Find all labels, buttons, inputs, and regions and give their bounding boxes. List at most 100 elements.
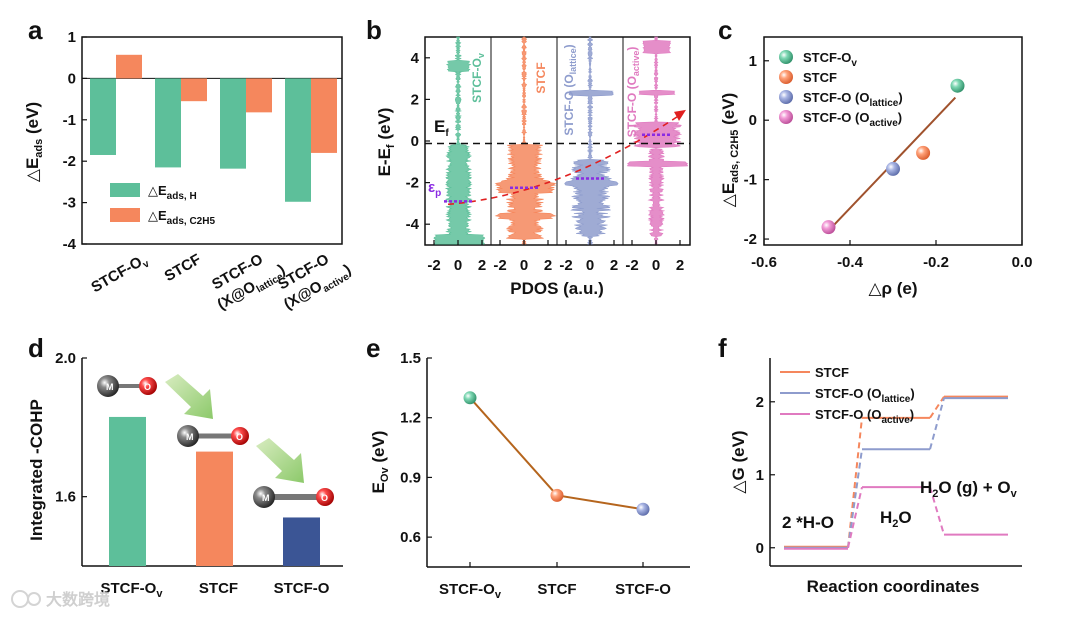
panel-d-ytick: 2.0 [55, 350, 76, 367]
scatter-point-2 [886, 161, 900, 176]
metal-atom-icon [97, 375, 119, 397]
panel-b-xtick: 2 [676, 257, 684, 274]
molecule-stcf-ov: M O [97, 375, 157, 397]
panel-f-ytick: 2 [756, 394, 764, 411]
legend-c-marker-stcf [779, 70, 793, 84]
legend-c-label-stcf: STCF [803, 70, 837, 85]
panel-e-ylabel: EOv (eV) [369, 431, 391, 494]
bar-d-0 [109, 416, 146, 566]
pdos-label-stcf-ov: STCF-Ov [470, 53, 486, 103]
panel-a-ytick: 1 [68, 29, 76, 46]
pdos-label-stcf-o-active: STCF-O (Oactive) [625, 47, 641, 138]
panel-b-xtick: 0 [520, 257, 528, 274]
panel-b-xlabel: PDOS (a.u.) [510, 279, 604, 298]
eov-point-2 [636, 502, 650, 516]
svg-text:O: O [321, 493, 328, 503]
panel-a-ytick: 0 [68, 70, 76, 87]
state-label-middle: H2O [880, 508, 912, 530]
panel-e-ytick: 1.2 [400, 410, 421, 427]
energy-connector-0-1 [847, 417, 863, 548]
scatter-point-0 [950, 78, 965, 93]
scatter-point-3 [821, 220, 836, 235]
legend-a-label-h: △Eads, H [148, 183, 197, 202]
legend-a-label-c2h5: △Eads, C2H5 [148, 208, 215, 227]
panel-f-ylabel: △G (eV) [729, 430, 748, 493]
energy-connector-2-1 [847, 486, 863, 548]
panel-c-ytick: -1 [744, 172, 757, 189]
legend-c-label-stcf-o-active: STCF-O (Oactive) [803, 110, 902, 129]
panel-a-xtick-1: STCF [162, 251, 204, 285]
panel-a-frame [81, 36, 343, 245]
panel-a-ytick: -1 [63, 112, 76, 129]
panel-c-scatter: 1 0 -1 -2 -0.6 -0.4 -0.2 0.0 △ρ (e) △Eads, C2H5… [719, 36, 1032, 298]
panel-a-ylabel: △Eads (eV) [23, 102, 45, 182]
panel-b-xtick: 2 [478, 257, 486, 274]
panel-e-ytick: 0.9 [400, 469, 421, 486]
panel-e-xtick-2: STCF-O [615, 581, 671, 598]
panel-b-xtick: 2 [544, 257, 552, 274]
bar-d-1 [196, 451, 233, 566]
trend-arrow-icon-1 [165, 374, 213, 419]
legend-c-marker-stcf-ov [779, 50, 793, 64]
eov-point-1 [550, 488, 564, 502]
bar-a-c2h5-1 [181, 78, 207, 102]
panel-a-xtick-0: STCF-Ov [88, 251, 152, 299]
panel-label-d: d [28, 333, 44, 363]
legend-f-label-stcf-o-lattice: STCF-O (Olattice) [815, 386, 915, 405]
bar-a-c2h5-0 [116, 54, 142, 79]
legend-c-label-stcf-o-lattice: STCF-O (Olattice) [803, 90, 903, 109]
watermark-text: 大数跨境 [46, 590, 110, 609]
panel-b-ytick: -4 [406, 216, 420, 233]
panel-c-xtick: -0.2 [923, 254, 949, 271]
panel-b-ytick: 0 [411, 133, 419, 150]
panel-c-xtick: -0.4 [837, 254, 864, 271]
svg-text:M: M [186, 432, 194, 442]
panel-label-c: c [718, 15, 732, 45]
bar-a-c2h5-3 [311, 78, 337, 153]
oxygen-atom-icon [231, 427, 249, 445]
svg-text:O: O [144, 382, 151, 392]
pdos-curve-2 [564, 36, 619, 245]
legend-f-label-stcf: STCF [815, 365, 849, 380]
panel-b-xtick: -2 [559, 257, 572, 274]
metal-atom-icon [253, 486, 275, 508]
panel-a-xtick-3: STCF-O(X@Oactive) [271, 244, 356, 316]
legend-c-label-stcf-ov: STCF-Ov [803, 50, 857, 69]
watermark: 大数跨境 [11, 590, 110, 609]
bar-a-h-2 [220, 78, 246, 169]
panel-b-pdos: 420-2-4-2 0 2 -2 0 2 -2 0 2 -2 0 2 Ef εp E-Ef (eV) … [375, 36, 691, 298]
p-band-center-label: εp [428, 179, 441, 199]
metal-atom-icon [177, 425, 199, 447]
legend-a-swatch-h [110, 183, 140, 197]
bar-a-h-1 [155, 78, 181, 168]
legend-c-marker-stcf-o-lattice [779, 90, 793, 104]
legend-a-swatch-c2h5 [110, 208, 140, 222]
svg-text:M: M [262, 493, 270, 503]
legend-f-label-stcf-o-active: STCF-O (Oactive) [815, 407, 914, 426]
panel-b-xtick: 0 [454, 257, 462, 274]
panel-b-ytick: 2 [411, 91, 419, 108]
panel-label-b: b [366, 15, 382, 45]
panel-e-xtick-0: STCF-Ov [439, 581, 502, 601]
state-label-start: 2 *H-O [782, 513, 834, 532]
panel-b-ytick: 4 [411, 50, 420, 67]
panel-f-ytick: 1 [756, 467, 764, 484]
bar-a-c2h5-2 [246, 78, 272, 113]
oxygen-atom-icon [139, 377, 157, 395]
panel-e-ytick: 0.6 [400, 529, 421, 546]
panel-b-xtick: -2 [427, 257, 440, 274]
scatter-point-1 [916, 145, 931, 160]
p-band-trend-arrowhead [674, 109, 686, 121]
panel-f-xlabel: Reaction coordinates [807, 577, 980, 596]
panel-b-xtick: -2 [625, 257, 638, 274]
bar-d-2 [283, 517, 320, 566]
panel-c-xtick: -0.6 [751, 254, 777, 271]
fermi-level-label: Ef [434, 117, 449, 139]
panel-f-ytick: 0 [756, 540, 764, 557]
panel-c-ylabel: △Eads, C2H5 (eV) [719, 93, 741, 207]
panel-d-xtick-1: STCF [199, 580, 238, 597]
bar-a-h-0 [90, 78, 116, 155]
watermark-logo-icon [11, 590, 29, 608]
panel-f-energy-diagram: 210 △G (eV) Reaction coordinates 2 *H-O … [729, 358, 1022, 596]
panel-label-e: e [366, 333, 380, 363]
